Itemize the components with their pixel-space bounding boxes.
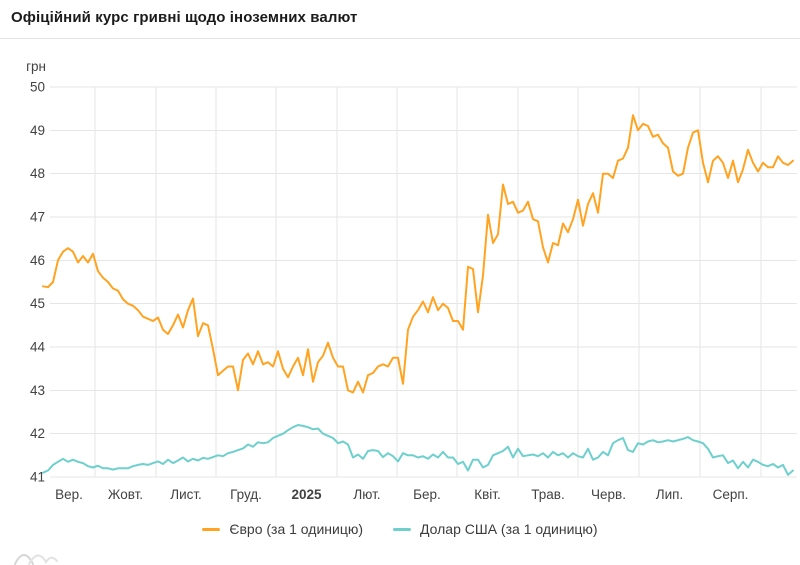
legend-label-euro: Євро (за 1 одиницю)	[229, 521, 364, 537]
y-tick-label: 49	[30, 123, 45, 138]
y-tick-label: 41	[30, 469, 45, 484]
y-tick-label: 44	[30, 339, 46, 354]
watermark-logo	[14, 554, 58, 565]
x-tick-label: Вер.	[55, 487, 83, 502]
chart-legend: Євро (за 1 одиницю) Долар США (за 1 один…	[0, 521, 800, 537]
y-tick-label: 50	[30, 80, 45, 95]
y-tick-label: 46	[30, 253, 45, 268]
chart-area: 50 49 48 47 46 45 44 43 42 41 Вер. Жовт. Лист. Груд. 2…	[0, 39, 800, 509]
x-tick-label: Черв.	[591, 487, 626, 502]
series-line-euro	[42, 114, 794, 394]
x-tick-label: Лип.	[656, 487, 683, 502]
x-tick-label: Груд.	[230, 487, 262, 502]
series-line-usd	[42, 424, 794, 476]
x-tick-label: 2025	[291, 487, 322, 502]
legend-item-usd[interactable]: Долар США (за 1 одиницю)	[393, 521, 598, 537]
x-tick-label: Серп.	[713, 487, 749, 502]
y-tick-label: 43	[30, 383, 45, 398]
y-tick-label: 42	[30, 426, 45, 441]
y-tick-label: 45	[30, 296, 45, 311]
page-title: Офіційний курс гривні щодо іноземних вал…	[11, 9, 358, 26]
y-axis-unit-label: грн	[26, 59, 46, 74]
legend-label-usd: Долар США (за 1 одиницю)	[420, 521, 598, 537]
x-tick-label: Бер.	[413, 487, 441, 502]
x-tick-label: Жовт.	[108, 487, 143, 502]
exchange-rate-chart[interactable]: 50 49 48 47 46 45 44 43 42 41 Вер. Жовт. Лист. Груд. 2…	[0, 39, 800, 509]
legend-item-euro[interactable]: Євро (за 1 одиницю)	[202, 521, 363, 537]
legend-marker-usd	[393, 527, 412, 531]
legend-marker-euro	[202, 527, 221, 531]
x-tick-label: Квіт.	[474, 487, 500, 502]
x-tick-label: Лют.	[353, 487, 380, 502]
x-tick-label: Лист.	[170, 487, 202, 502]
y-tick-label: 47	[30, 209, 45, 224]
chart-header: Офіційний курс гривні щодо іноземних вал…	[0, 0, 800, 39]
y-tick-label: 48	[30, 166, 45, 181]
x-tick-label: Трав.	[531, 487, 564, 502]
